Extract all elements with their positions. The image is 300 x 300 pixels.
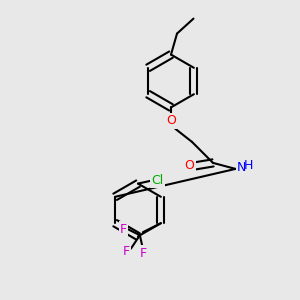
Text: F: F [139, 247, 146, 260]
Text: Cl: Cl [152, 174, 164, 187]
Text: F: F [123, 245, 130, 258]
Text: F: F [120, 223, 127, 236]
Text: O: O [166, 114, 176, 128]
Text: N: N [237, 161, 246, 174]
Text: O: O [185, 159, 194, 172]
Text: H: H [243, 159, 253, 172]
